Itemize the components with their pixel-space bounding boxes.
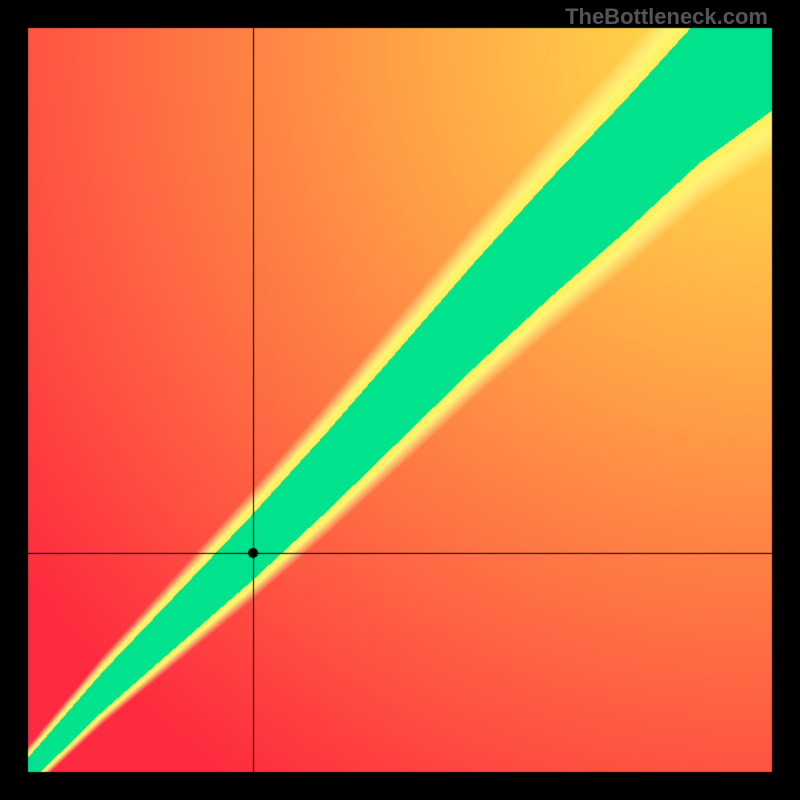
watermark-text: TheBottleneck.com bbox=[565, 4, 768, 30]
chart-container: TheBottleneck.com bbox=[0, 0, 800, 800]
heatmap-canvas bbox=[0, 0, 800, 800]
